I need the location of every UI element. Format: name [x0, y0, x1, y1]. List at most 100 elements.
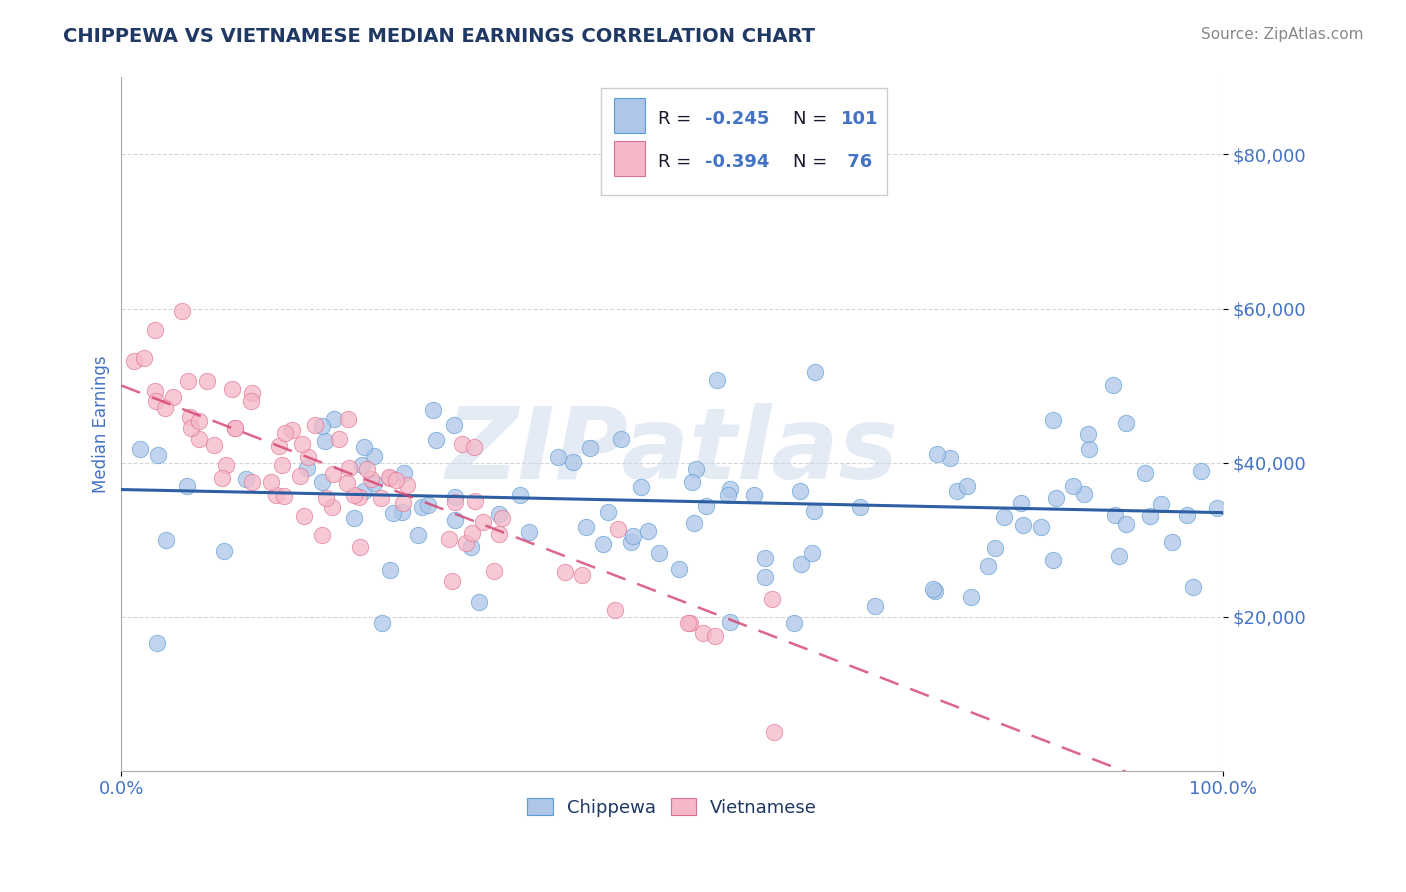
Point	[685, 462, 707, 476]
Point	[575, 520, 598, 534]
Point	[620, 535, 643, 549]
Point	[321, 500, 343, 514]
Point	[1108, 549, 1130, 563]
Point	[180, 420, 202, 434]
Point	[668, 561, 690, 575]
Point	[692, 626, 714, 640]
Point	[212, 544, 235, 558]
Point	[863, 599, 886, 613]
Point	[571, 567, 593, 582]
Point	[1115, 416, 1137, 430]
Point	[240, 393, 263, 408]
Point	[349, 540, 371, 554]
Point	[1205, 501, 1227, 516]
Point	[938, 450, 960, 465]
Point	[328, 432, 350, 446]
Point	[343, 510, 366, 524]
Point	[763, 725, 786, 739]
Point	[509, 488, 531, 502]
Point	[621, 529, 644, 543]
Point	[281, 424, 304, 438]
Point	[177, 374, 200, 388]
Point	[240, 385, 263, 400]
Point	[337, 461, 360, 475]
Point	[547, 450, 569, 464]
Point	[188, 415, 211, 429]
Point	[1045, 491, 1067, 505]
Point	[1010, 496, 1032, 510]
Point	[789, 483, 811, 498]
Point	[610, 432, 633, 446]
Text: N =: N =	[793, 153, 834, 171]
Point	[295, 461, 318, 475]
Point	[360, 472, 382, 486]
FancyBboxPatch shape	[614, 98, 645, 133]
Point	[1115, 517, 1137, 532]
Text: 101: 101	[841, 110, 879, 128]
Point	[406, 528, 429, 542]
Point	[195, 374, 218, 388]
Point	[804, 365, 827, 379]
Text: R =: R =	[658, 110, 697, 128]
Point	[381, 506, 404, 520]
Point	[235, 472, 257, 486]
Point	[441, 574, 464, 588]
Point	[606, 522, 628, 536]
Point	[960, 590, 983, 604]
Point	[977, 558, 1000, 573]
Point	[352, 458, 374, 472]
Text: N =: N =	[793, 110, 834, 128]
Point	[143, 384, 166, 398]
Point	[311, 528, 333, 542]
Point	[356, 462, 378, 476]
Point	[717, 488, 740, 502]
Point	[343, 488, 366, 502]
Point	[323, 411, 346, 425]
Point	[472, 516, 495, 530]
Point	[353, 484, 375, 499]
Point	[468, 595, 491, 609]
Point	[392, 466, 415, 480]
Text: ZIPatlas: ZIPatlas	[446, 403, 898, 500]
Point	[179, 409, 201, 424]
Point	[484, 565, 506, 579]
Point	[337, 412, 360, 426]
Point	[488, 527, 510, 541]
Point	[592, 537, 614, 551]
Point	[801, 546, 824, 560]
Point	[562, 455, 585, 469]
Point	[718, 615, 741, 630]
Point	[1012, 518, 1035, 533]
Point	[1189, 464, 1212, 478]
Point	[187, 432, 209, 446]
Point	[718, 482, 741, 496]
Point	[681, 475, 703, 490]
Point	[385, 474, 408, 488]
Point	[1042, 413, 1064, 427]
Point	[984, 541, 1007, 555]
Point	[155, 533, 177, 547]
Text: -0.245: -0.245	[706, 110, 769, 128]
Point	[754, 551, 776, 566]
Point	[240, 475, 263, 490]
Point	[371, 615, 394, 630]
Point	[554, 565, 576, 579]
Text: CHIPPEWA VS VIETNAMESE MEDIAN EARNINGS CORRELATION CHART: CHIPPEWA VS VIETNAMESE MEDIAN EARNINGS C…	[63, 27, 815, 45]
Point	[146, 449, 169, 463]
Point	[314, 434, 336, 449]
Point	[1139, 508, 1161, 523]
Point	[378, 470, 401, 484]
Point	[353, 440, 375, 454]
Point	[922, 582, 945, 597]
Point	[396, 477, 419, 491]
Point	[322, 467, 344, 481]
Point	[761, 592, 783, 607]
Point	[311, 419, 333, 434]
Point	[682, 516, 704, 531]
Point	[224, 421, 246, 435]
Point	[695, 500, 717, 514]
Point	[260, 475, 283, 489]
Point	[273, 490, 295, 504]
Point	[162, 390, 184, 404]
Point	[288, 468, 311, 483]
